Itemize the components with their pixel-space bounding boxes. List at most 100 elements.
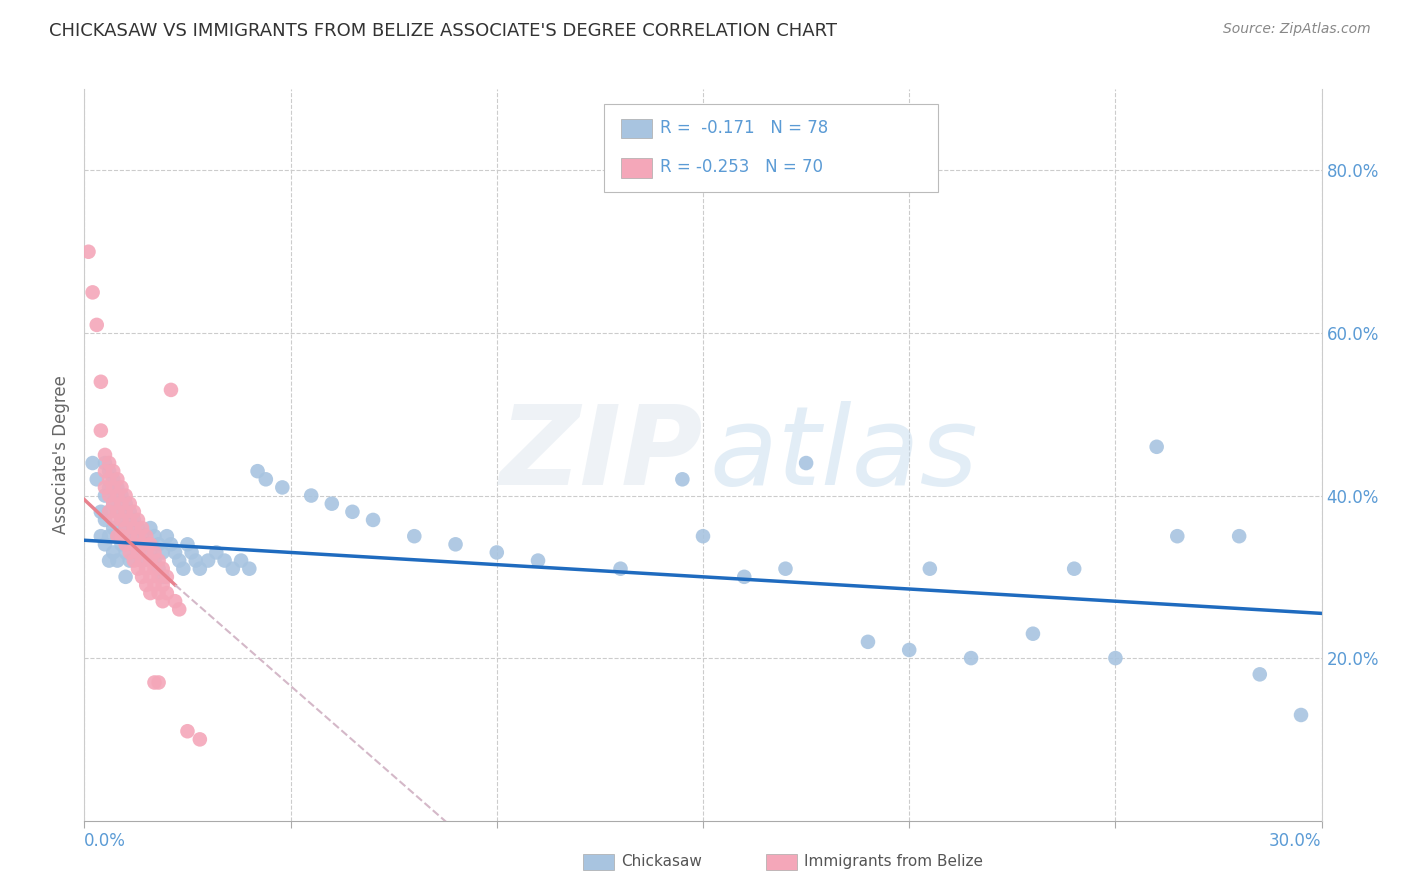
Point <box>105 505 128 519</box>
Point <box>342 505 364 519</box>
Point <box>118 529 141 543</box>
Point <box>94 456 117 470</box>
Point <box>86 472 108 486</box>
Point <box>156 570 179 584</box>
Point <box>135 562 157 576</box>
Point <box>105 505 128 519</box>
Point <box>82 285 104 300</box>
Point <box>127 545 149 559</box>
Point <box>131 553 153 567</box>
Point <box>148 570 170 584</box>
Point <box>86 318 108 332</box>
Point <box>404 529 426 543</box>
Point <box>188 562 211 576</box>
Point <box>143 529 166 543</box>
Point <box>90 505 112 519</box>
Point <box>188 732 211 747</box>
Point <box>122 505 145 519</box>
Point <box>152 594 174 608</box>
Point <box>321 497 343 511</box>
Point <box>98 553 121 567</box>
Point <box>444 537 467 551</box>
Point <box>856 635 879 649</box>
Point <box>139 545 162 559</box>
Text: ZIP: ZIP <box>499 401 703 508</box>
Point <box>114 537 136 551</box>
Point <box>103 497 125 511</box>
Point <box>94 464 117 478</box>
Point <box>114 521 136 535</box>
Point <box>98 489 121 503</box>
Point <box>1022 626 1045 640</box>
Point <box>118 545 141 559</box>
Point <box>176 537 198 551</box>
Point <box>110 480 132 494</box>
Point <box>131 537 153 551</box>
Point <box>172 562 194 576</box>
Point <box>131 529 153 543</box>
Point <box>143 553 166 567</box>
Point <box>114 489 136 503</box>
Point <box>103 497 125 511</box>
Point <box>156 586 179 600</box>
Point <box>152 562 174 576</box>
Point <box>105 480 128 494</box>
Point <box>139 521 162 535</box>
Point <box>98 505 121 519</box>
Point <box>794 456 817 470</box>
Text: CHICKASAW VS IMMIGRANTS FROM BELIZE ASSOCIATE'S DEGREE CORRELATION CHART: CHICKASAW VS IMMIGRANTS FROM BELIZE ASSO… <box>49 22 837 40</box>
Point <box>110 513 132 527</box>
Point <box>110 537 132 551</box>
Point <box>135 545 157 559</box>
Point <box>135 578 157 592</box>
Point <box>90 424 112 438</box>
Point <box>180 545 202 559</box>
Point <box>94 489 117 503</box>
Point <box>139 553 162 567</box>
Point <box>1146 440 1168 454</box>
Point <box>139 586 162 600</box>
Point <box>105 529 128 543</box>
Point <box>148 537 170 551</box>
Text: R =  -0.171   N = 78: R = -0.171 N = 78 <box>661 119 828 136</box>
Point <box>127 562 149 576</box>
Point <box>1289 708 1312 723</box>
Point <box>143 578 166 592</box>
Point <box>94 480 117 494</box>
Point <box>775 562 797 576</box>
Point <box>114 545 136 559</box>
Point <box>105 553 128 567</box>
Point <box>127 513 149 527</box>
Point <box>960 651 983 665</box>
Point <box>160 537 183 551</box>
Point <box>299 489 322 503</box>
Point <box>148 586 170 600</box>
Point <box>214 553 236 567</box>
Point <box>103 472 125 486</box>
Point <box>692 529 714 543</box>
Point <box>110 529 132 543</box>
Point <box>733 570 755 584</box>
Point <box>143 675 166 690</box>
Point <box>122 537 145 551</box>
Point <box>160 383 183 397</box>
Point <box>176 724 198 739</box>
Point <box>122 553 145 567</box>
Point <box>152 578 174 592</box>
Point <box>98 456 121 470</box>
Point <box>127 529 149 543</box>
Point <box>105 489 128 503</box>
Point <box>98 480 121 494</box>
Point <box>77 244 100 259</box>
Point <box>135 529 157 543</box>
Point <box>122 521 145 535</box>
Point <box>98 505 121 519</box>
Point <box>118 513 141 527</box>
Point <box>1166 529 1188 543</box>
Point <box>110 489 132 503</box>
Point <box>94 513 117 527</box>
Point <box>205 545 228 559</box>
Point <box>143 545 166 559</box>
Point <box>148 675 170 690</box>
Point <box>90 529 112 543</box>
